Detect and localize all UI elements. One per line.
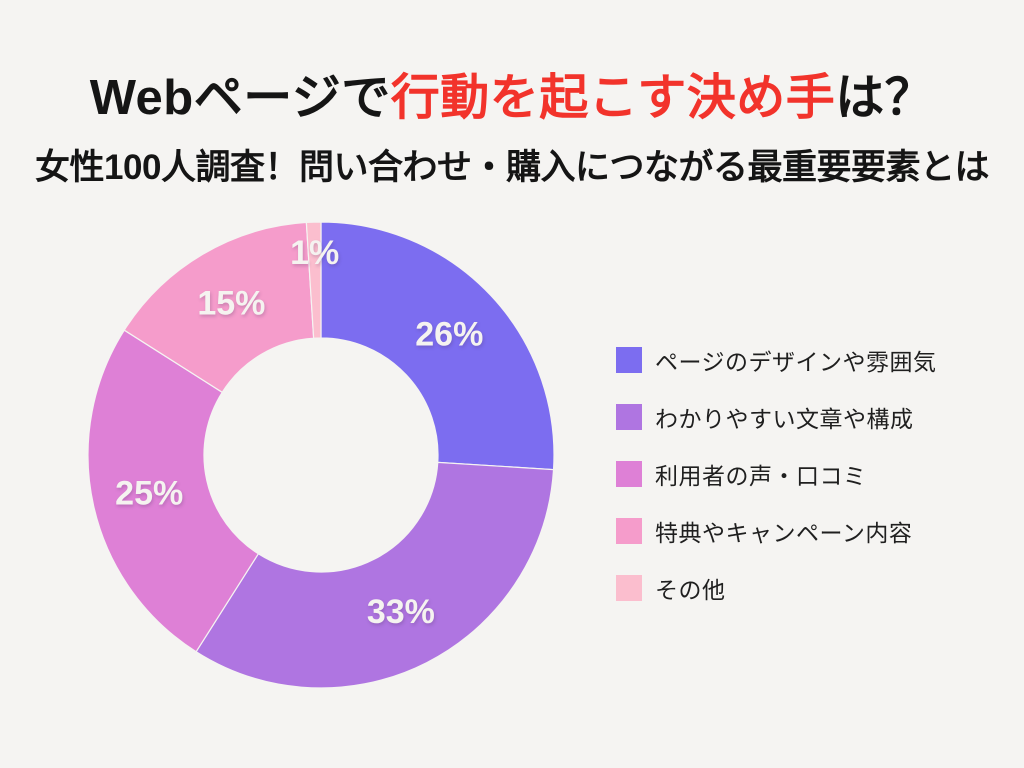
donut-slice [305, 221, 322, 339]
donut-chart: 26% 33% 25% 15% 1% [87, 221, 555, 689]
legend-label: わかりやすい文章や構成 [655, 406, 914, 432]
legend-item-text: わかりやすい文章や構成 [616, 404, 937, 432]
slice-percent-label: 15% [197, 285, 265, 323]
legend-swatch-design [616, 347, 642, 373]
donut-slice [320, 221, 555, 471]
page-title: Webページで行動を起こす決め手は？ [0, 71, 1024, 126]
legend-label: 特典やキャンペーン内容 [655, 520, 913, 546]
slice-percent-label: 33% [367, 593, 435, 631]
donut-slice [87, 329, 260, 653]
legend-item-other: その他 [616, 575, 937, 603]
legend-swatch-text [616, 404, 642, 430]
legend-label: 利用者の声・口コミ [655, 463, 867, 489]
title-highlight: 行動を起こす決め手 [390, 71, 836, 125]
legend-swatch-campaign [616, 518, 642, 544]
donut-slice [123, 221, 315, 394]
chart-legend: ページのデザインや雰囲気 わかりやすい文章や構成 利用者の声・口コミ 特典やキャ… [616, 347, 937, 632]
legend-item-design: ページのデザインや雰囲気 [616, 347, 937, 375]
donut-chart-area: 26% 33% 25% 15% 1% [87, 221, 555, 689]
slice-percent-label: 25% [115, 474, 183, 512]
legend-item-reviews: 利用者の声・口コミ [616, 461, 937, 489]
legend-item-campaign: 特典やキャンペーン内容 [616, 518, 937, 546]
header: Webページで行動を起こす決め手は？ 女性100人調査！問い合わせ・購入につなが… [0, 71, 1024, 190]
legend-swatch-other [616, 575, 642, 601]
legend-label: ページのデザインや雰囲気 [655, 349, 937, 375]
title-prefix: Webページで [89, 71, 391, 125]
legend-swatch-reviews [616, 461, 642, 487]
page-subtitle: 女性100人調査！問い合わせ・購入につながる最重要要素とは [35, 147, 989, 187]
title-suffix: は？ [835, 71, 935, 125]
slice-percent-label: 26% [415, 316, 483, 354]
donut-slice [195, 461, 555, 689]
legend-label: その他 [655, 577, 726, 603]
slice-percent-label: 1% [290, 234, 339, 272]
